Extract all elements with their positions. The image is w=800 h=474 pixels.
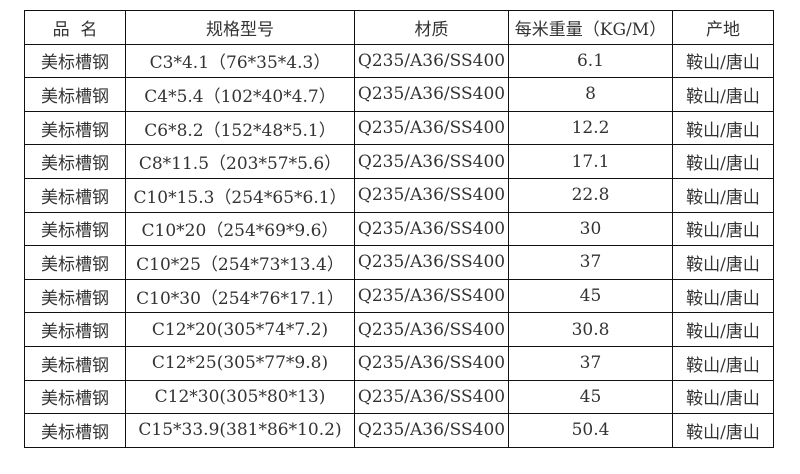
weight-cell: 30.8 [508, 312, 673, 347]
product-name-cell: 美标槽钢 [24, 278, 126, 314]
weight-cell: 8 [508, 77, 673, 112]
product-name-cell: 美标槽钢 [24, 211, 126, 247]
weight-cell: 37 [508, 345, 673, 381]
weight-cell: 17.1 [508, 144, 673, 179]
weight-cell: 45 [508, 379, 673, 415]
specification-cell: C6*8.2（152*48*5.1） [125, 110, 355, 146]
table-row: 美标槽钢 C10*30（254*76*17.1） Q235/A36/SS400 45 鞍… [24, 278, 774, 314]
specification-cell: C10*15.3（254*65*6.1） [125, 177, 355, 213]
material-cell: Q235/A36/SS400 [354, 211, 509, 247]
weight-cell: 22.8 [508, 177, 673, 213]
table-row: 美标槽钢 C10*25（254*73*13.4） Q235/A36/SS400 37 鞍… [24, 245, 774, 280]
specification-cell: C10*30（254*76*17.1） [125, 278, 355, 314]
header-weight-per-meter: 每米重量（KG/M） [508, 10, 673, 45]
header-origin: 产地 [672, 10, 774, 45]
product-name-cell: 美标槽钢 [24, 177, 126, 213]
table-row: 美标槽钢 C4*5.4（102*40*4.7） Q235/A36/SS400 8 鞍山/… [24, 77, 774, 112]
table-row: 美标槽钢 C10*15.3（254*65*6.1） Q235/A36/SS400 22… [24, 177, 774, 213]
table-row: 美标槽钢 C10*20（254*69*9.6） Q235/A36/SS400 30 鞍山… [24, 211, 774, 247]
material-cell: Q235/A36/SS400 [354, 144, 509, 179]
header-material: 材质 [354, 10, 509, 45]
material-cell: Q235/A36/SS400 [354, 278, 509, 314]
product-name-cell: 美标槽钢 [24, 144, 126, 179]
origin-cell: 鞍山/唐山 [672, 144, 774, 179]
table-body: 美标槽钢 C3*4.1（76*35*4.3） Q235/A36/SS400 6.1 鞍山… [24, 43, 774, 448]
table-row: 美标槽钢 C3*4.1（76*35*4.3） Q235/A36/SS400 6.1 鞍山… [24, 43, 774, 79]
specification-cell: C10*25（254*73*13.4） [125, 245, 355, 280]
origin-cell: 鞍山/唐山 [672, 312, 774, 347]
origin-cell: 鞍山/唐山 [672, 211, 774, 247]
table-row: 美标槽钢 C8*11.5（203*57*5.6） Q235/A36/SS400 17.… [24, 144, 774, 179]
channel-steel-spec-table: 品 名 规格型号 材质 每米重量（KG/M） 产地 美标槽钢 C3*4.1（76*… [24, 10, 774, 448]
product-name-cell: 美标槽钢 [24, 43, 126, 79]
material-cell: Q235/A36/SS400 [354, 379, 509, 415]
table-row: 美标槽钢 C12*20(305*74*7.2) Q235/A36/SS400 30.8… [24, 312, 774, 347]
product-name-cell: 美标槽钢 [24, 245, 126, 280]
material-cell: Q235/A36/SS400 [354, 110, 509, 146]
material-cell: Q235/A36/SS400 [354, 77, 509, 112]
weight-cell: 6.1 [508, 43, 673, 79]
material-cell: Q235/A36/SS400 [354, 43, 509, 79]
header-product-name: 品 名 [24, 10, 126, 45]
weight-cell: 30 [508, 211, 673, 247]
header-row: 品 名 规格型号 材质 每米重量（KG/M） 产地 [24, 10, 774, 45]
weight-cell: 12.2 [508, 110, 673, 146]
material-cell: Q235/A36/SS400 [354, 413, 509, 448]
weight-cell: 45 [508, 278, 673, 314]
origin-cell: 鞍山/唐山 [672, 110, 774, 146]
material-cell: Q235/A36/SS400 [354, 345, 509, 381]
origin-cell: 鞍山/唐山 [672, 177, 774, 213]
specification-cell: C10*20（254*69*9.6） [125, 211, 355, 247]
origin-cell: 鞍山/唐山 [672, 245, 774, 280]
table-row: 美标槽钢 C15*33.9(381*86*10.2) Q235/A36/SS400 5… [24, 413, 774, 448]
product-name-cell: 美标槽钢 [24, 77, 126, 112]
table-row: 美标槽钢 C12*30(305*80*13) Q235/A36/SS400 45 鞍山/… [24, 379, 774, 415]
origin-cell: 鞍山/唐山 [672, 77, 774, 112]
weight-cell: 37 [508, 245, 673, 280]
product-name-cell: 美标槽钢 [24, 312, 126, 347]
weight-cell: 50.4 [508, 413, 673, 448]
origin-cell: 鞍山/唐山 [672, 278, 774, 314]
product-name-cell: 美标槽钢 [24, 379, 126, 415]
origin-cell: 鞍山/唐山 [672, 379, 774, 415]
specification-cell: C8*11.5（203*57*5.6） [125, 144, 355, 179]
specification-cell: C12*30(305*80*13) [125, 379, 355, 415]
specification-cell: C12*20(305*74*7.2) [125, 312, 355, 347]
origin-cell: 鞍山/唐山 [672, 413, 774, 448]
material-cell: Q235/A36/SS400 [354, 177, 509, 213]
specification-cell: C3*4.1（76*35*4.3） [125, 43, 355, 79]
product-name-cell: 美标槽钢 [24, 413, 126, 448]
product-name-cell: 美标槽钢 [24, 345, 126, 381]
table-row: 美标槽钢 C6*8.2（152*48*5.1） Q235/A36/SS400 12.2… [24, 110, 774, 146]
specification-cell: C12*25(305*77*9.8) [125, 345, 355, 381]
material-cell: Q235/A36/SS400 [354, 245, 509, 280]
table-row: 美标槽钢 C12*25(305*77*9.8) Q235/A36/SS400 37 鞍山… [24, 345, 774, 381]
header-specification: 规格型号 [125, 10, 355, 45]
product-name-cell: 美标槽钢 [24, 110, 126, 146]
origin-cell: 鞍山/唐山 [672, 43, 774, 79]
specification-cell: C4*5.4（102*40*4.7） [125, 77, 355, 112]
specification-cell: C15*33.9(381*86*10.2) [125, 413, 355, 448]
material-cell: Q235/A36/SS400 [354, 312, 509, 347]
origin-cell: 鞍山/唐山 [672, 345, 774, 381]
